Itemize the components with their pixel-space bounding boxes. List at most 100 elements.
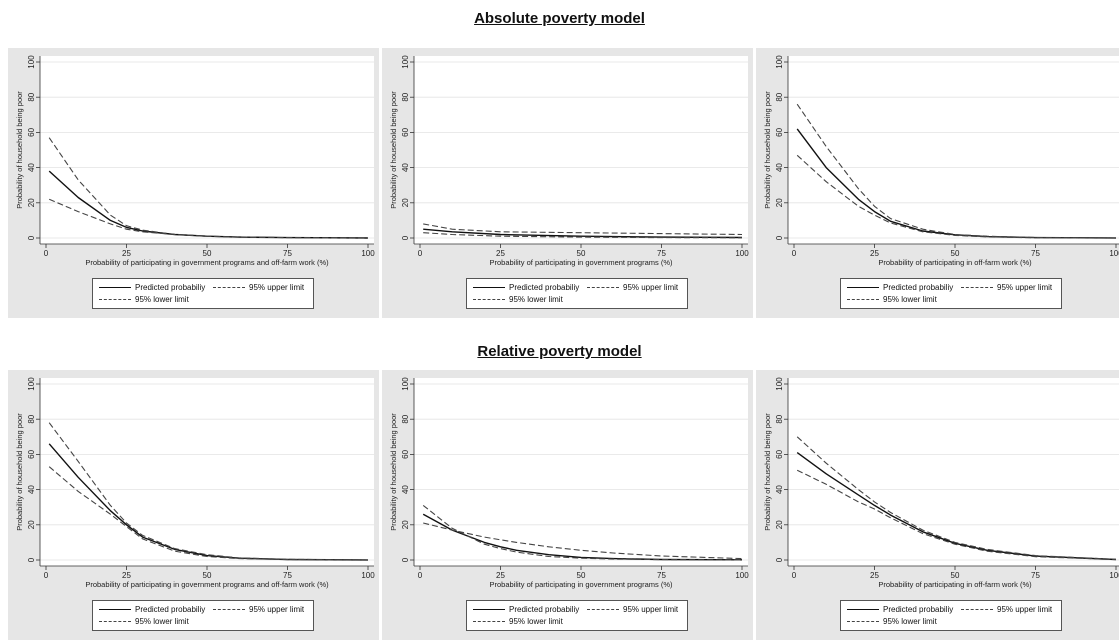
chart-svg: 0 20 40 60 80 100 0 25 50 75 100 Probability of par… [763, 377, 1119, 589]
legend-label: Predicted probabiliy [883, 283, 954, 292]
x-tick-label: 75 [1031, 249, 1040, 258]
y-tick-label: 80 [775, 92, 784, 101]
legend-label: 95% lower limit [883, 295, 937, 304]
y-tick-label: 80 [401, 92, 410, 101]
legend-label: 95% lower limit [135, 295, 189, 304]
lower-limit-line [423, 522, 743, 560]
y-tick-label: 0 [27, 557, 36, 562]
lower-limit-line [796, 469, 1117, 561]
y-tick-label: 60 [401, 127, 410, 136]
legend-swatch [213, 609, 245, 611]
legend-label: 95% upper limit [249, 605, 305, 614]
legend-predicted: Predicted probabiliy [847, 605, 953, 614]
upper-limit-line [423, 223, 743, 236]
x-axis-label: Probability of participating in governme… [85, 580, 329, 589]
x-tick-label: 0 [44, 571, 49, 580]
chart-svg: 0 20 40 60 80 100 0 25 50 75 100 Probability of par… [15, 377, 375, 589]
legend-label: 95% upper limit [623, 605, 679, 614]
chart-panel-abs-combined: 0 20 40 60 80 100 0 25 50 75 100 Probability of par… [8, 48, 379, 318]
legend-lower: 95% lower limit [847, 617, 937, 626]
x-tick-label: 25 [870, 571, 879, 580]
y-tick-label: 40 [27, 163, 36, 172]
y-tick-label: 60 [401, 449, 410, 458]
legend-label: Predicted probabiliy [883, 605, 954, 614]
x-tick-label: 50 [577, 249, 586, 258]
y-axis-label: Probability of household being poor [15, 413, 24, 531]
y-tick-label: 60 [775, 449, 784, 458]
legend: Predicted probabiliy 95% upper limit 95% l… [92, 278, 314, 309]
x-tick-label: 50 [203, 571, 212, 580]
x-tick-label: 50 [203, 249, 212, 258]
lower-limit-line [796, 154, 1117, 239]
y-tick-label: 0 [401, 235, 410, 240]
legend-swatch [587, 609, 619, 611]
y-tick-label: 60 [27, 449, 36, 458]
legend-swatch [213, 287, 245, 289]
x-tick-label: 0 [792, 249, 797, 258]
lower-limit-line [48, 198, 369, 239]
chart-panel-rel-government: 0 20 40 60 80 100 0 25 50 75 100 Probability of par… [382, 370, 753, 640]
plot-area [788, 56, 1119, 244]
legend-upper: 95% upper limit [587, 283, 678, 292]
legend-swatch [847, 609, 879, 611]
chart-svg: 0 20 40 60 80 100 0 25 50 75 100 Probability of par… [15, 55, 375, 267]
chart-panel-rel-offfarm: 0 20 40 60 80 100 0 25 50 75 100 Probability of par… [756, 370, 1119, 640]
legend-label: 95% upper limit [249, 283, 305, 292]
chart-panel-abs-offfarm: 0 20 40 60 80 100 0 25 50 75 100 Probability of par… [756, 48, 1119, 318]
y-tick-label: 100 [27, 377, 36, 391]
y-tick-label: 20 [27, 198, 36, 207]
x-axis-label: Probability of participating in governme… [490, 258, 674, 267]
legend-lower: 95% lower limit [99, 295, 189, 304]
legend-swatch [473, 287, 505, 289]
legend-swatch [587, 287, 619, 289]
y-tick-label: 0 [775, 557, 784, 562]
x-axis-label: Probability of participating in governme… [490, 580, 674, 589]
legend-predicted: Predicted probabiliy [473, 605, 579, 614]
legend-swatch [961, 609, 993, 611]
plot-area [788, 378, 1119, 566]
x-tick-label: 75 [283, 571, 292, 580]
x-tick-label: 100 [735, 249, 749, 258]
x-tick-label: 0 [418, 571, 423, 580]
y-tick-label: 100 [27, 55, 36, 69]
x-tick-label: 0 [44, 249, 49, 258]
lower-limit-line [48, 466, 369, 561]
y-tick-label: 20 [27, 520, 36, 529]
x-tick-label: 0 [792, 571, 797, 580]
y-tick-label: 40 [775, 485, 784, 494]
x-tick-label: 0 [418, 249, 423, 258]
y-tick-label: 20 [401, 198, 410, 207]
x-tick-label: 100 [735, 571, 749, 580]
y-axis-label: Probability of household being poor [15, 91, 24, 209]
y-tick-label: 80 [27, 414, 36, 423]
y-tick-label: 40 [27, 485, 36, 494]
legend: Predicted probabiliy 95% upper limit 95% l… [466, 600, 688, 631]
legend-label: 95% upper limit [997, 605, 1053, 614]
legend-upper: 95% upper limit [961, 283, 1052, 292]
y-tick-label: 40 [775, 163, 784, 172]
x-tick-label: 25 [496, 249, 505, 258]
legend-label: 95% upper limit [623, 283, 679, 292]
y-tick-label: 20 [775, 520, 784, 529]
legend: Predicted probabiliy 95% upper limit 95% l… [466, 278, 688, 309]
legend-predicted: Predicted probabiliy [99, 605, 205, 614]
x-tick-label: 25 [870, 249, 879, 258]
x-tick-label: 100 [361, 249, 375, 258]
legend-swatch [473, 299, 505, 301]
legend-label: Predicted probabiliy [509, 605, 580, 614]
legend-upper: 95% upper limit [587, 605, 678, 614]
legend-label: Predicted probabiliy [509, 283, 580, 292]
plot-area [414, 378, 748, 566]
x-tick-label: 75 [657, 249, 666, 258]
chart-panel-rel-combined: 0 20 40 60 80 100 0 25 50 75 100 Probability of par… [8, 370, 379, 640]
y-tick-label: 40 [401, 485, 410, 494]
y-tick-label: 100 [401, 55, 410, 69]
chart-svg: 0 20 40 60 80 100 0 25 50 75 100 Probability of par… [763, 55, 1119, 267]
upper-limit-line [796, 436, 1117, 560]
legend-swatch [99, 609, 131, 611]
legend-upper: 95% upper limit [213, 605, 304, 614]
upper-limit-line [422, 504, 743, 561]
y-tick-label: 80 [775, 414, 784, 423]
plot-area [414, 56, 748, 244]
x-tick-label: 25 [122, 249, 131, 258]
